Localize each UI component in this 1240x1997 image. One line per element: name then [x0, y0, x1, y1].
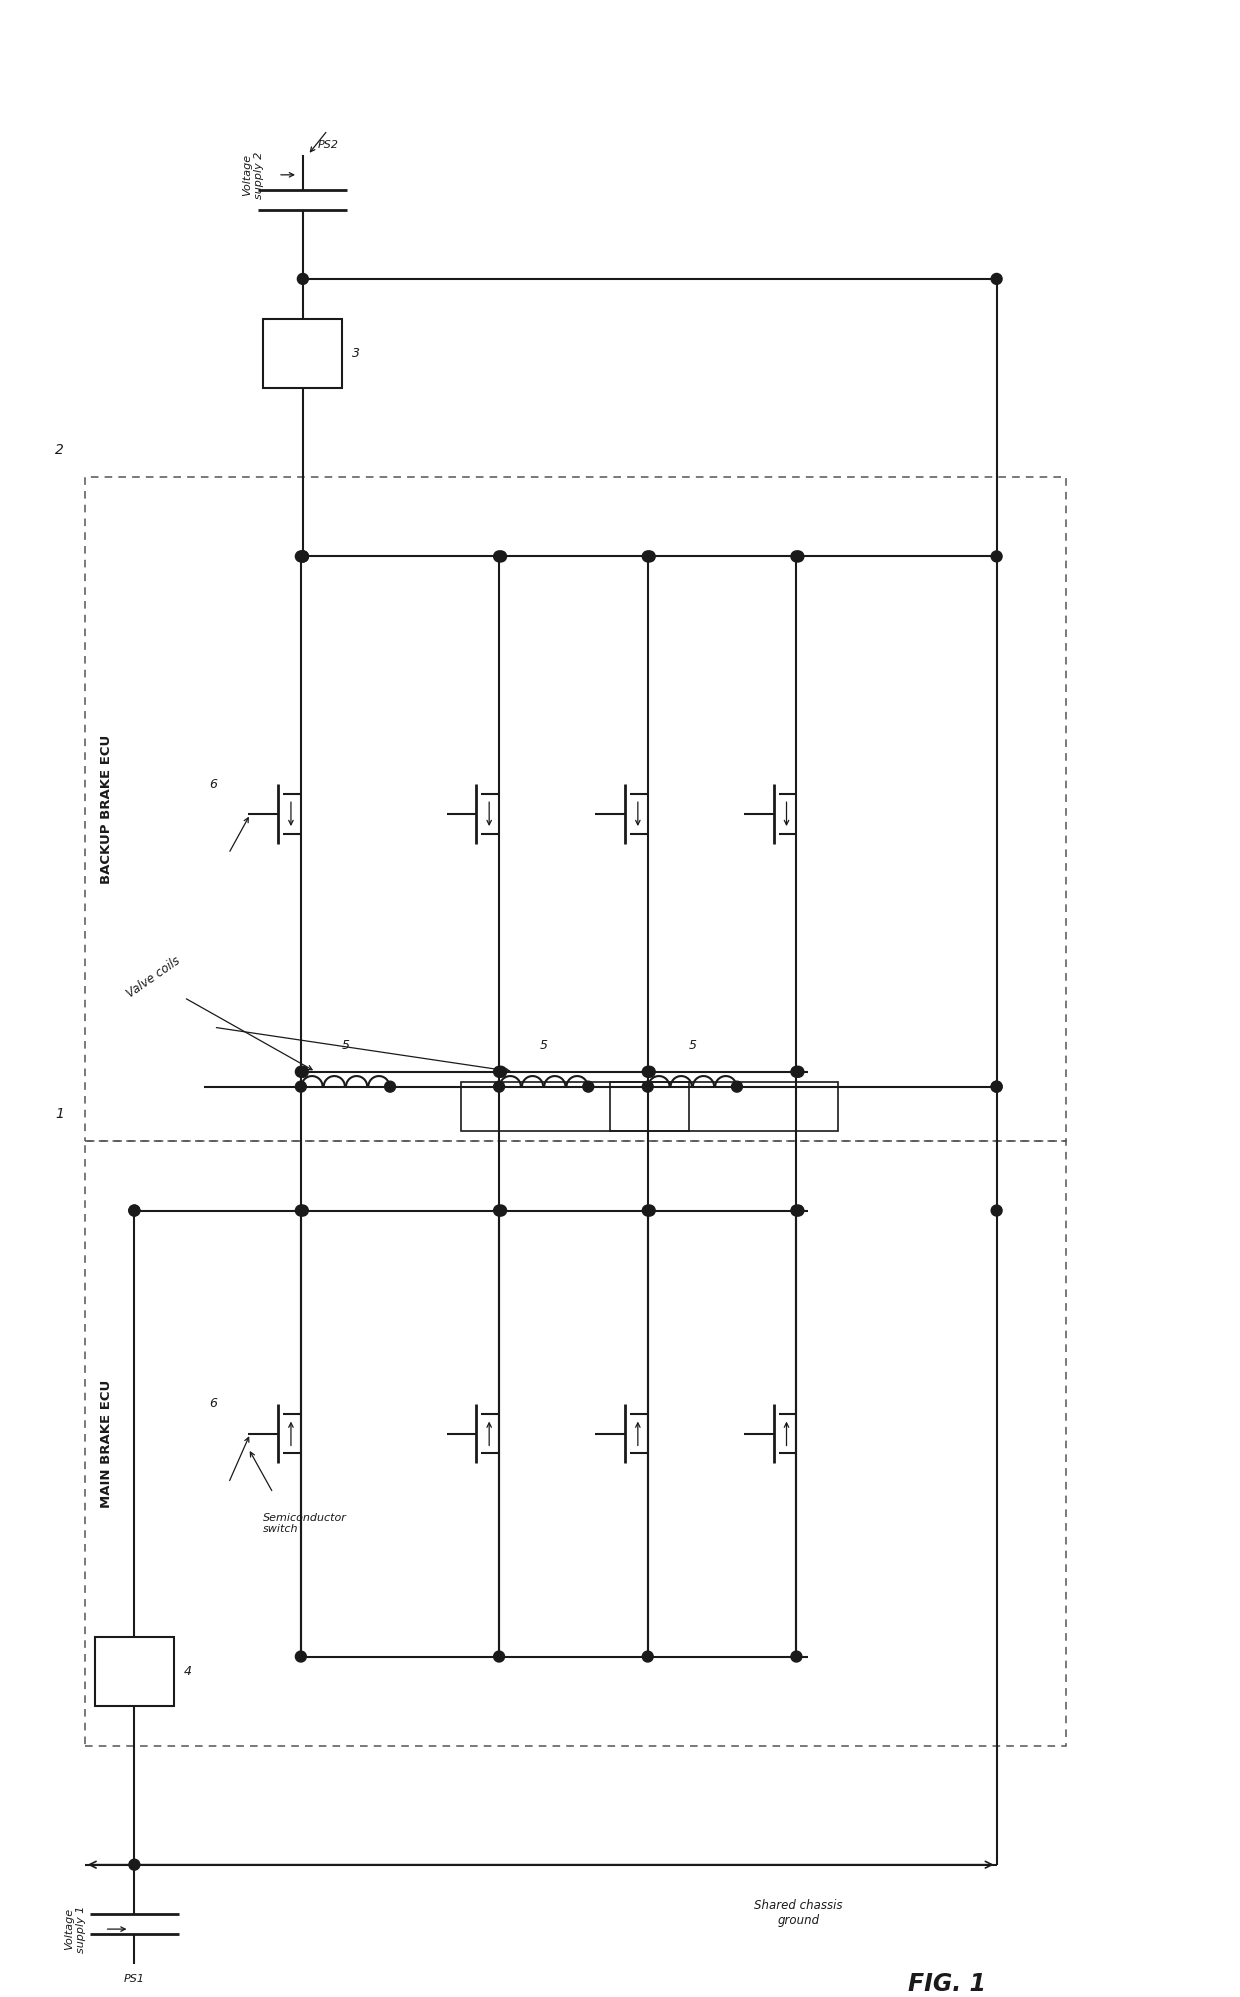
Text: Voltage
supply 1: Voltage supply 1 [64, 1905, 86, 1953]
Text: 5: 5 [539, 1038, 548, 1052]
Circle shape [298, 551, 309, 561]
Text: Voltage
supply 2: Voltage supply 2 [243, 152, 264, 198]
Bar [84, 477, 1066, 1140]
Circle shape [494, 1652, 505, 1662]
Circle shape [991, 1204, 1002, 1216]
Circle shape [791, 1066, 802, 1076]
Circle shape [129, 1859, 140, 1869]
Circle shape [298, 551, 309, 561]
Bar [84, 1140, 1066, 1745]
Circle shape [295, 1066, 306, 1076]
Text: PS2: PS2 [317, 140, 339, 150]
Text: 2: 2 [55, 443, 64, 457]
Circle shape [645, 551, 655, 561]
Circle shape [791, 551, 802, 561]
Circle shape [494, 551, 505, 561]
Text: MAIN BRAKE ECU: MAIN BRAKE ECU [99, 1380, 113, 1508]
Text: 5: 5 [341, 1038, 350, 1052]
Circle shape [991, 1080, 1002, 1092]
Circle shape [494, 1066, 505, 1076]
Text: 6: 6 [210, 779, 218, 791]
Text: Shared chassis
ground: Shared chassis ground [754, 1899, 843, 1927]
Circle shape [645, 1204, 655, 1216]
Bar [610, 1082, 838, 1130]
Text: Valve coils: Valve coils [124, 955, 182, 1000]
Circle shape [295, 1652, 306, 1662]
Text: FIG. 1: FIG. 1 [908, 1971, 986, 1995]
Circle shape [792, 551, 804, 561]
Circle shape [642, 1080, 653, 1092]
Bar [461, 1082, 689, 1130]
Circle shape [496, 1066, 506, 1076]
Text: PS1: PS1 [124, 1973, 145, 1983]
Text: Semiconductor
switch: Semiconductor switch [263, 1514, 347, 1534]
Circle shape [791, 1204, 802, 1216]
Circle shape [496, 551, 506, 561]
Circle shape [298, 274, 309, 284]
Text: 6: 6 [210, 1398, 218, 1410]
Circle shape [295, 1080, 306, 1092]
Circle shape [494, 1204, 505, 1216]
Text: 1: 1 [55, 1108, 64, 1122]
Text: BACKUP BRAKE ECU: BACKUP BRAKE ECU [99, 735, 113, 885]
Circle shape [129, 1204, 140, 1216]
Circle shape [642, 1652, 653, 1662]
Circle shape [792, 1204, 804, 1216]
Circle shape [295, 551, 306, 561]
Circle shape [732, 1080, 743, 1092]
Text: 4: 4 [184, 1665, 192, 1677]
Text: 5: 5 [688, 1038, 697, 1052]
Circle shape [496, 1204, 506, 1216]
Circle shape [384, 1080, 396, 1092]
Circle shape [298, 551, 309, 561]
Circle shape [645, 1066, 655, 1076]
Bar [94, 1638, 174, 1705]
Circle shape [298, 1204, 309, 1216]
Circle shape [494, 1080, 505, 1092]
Circle shape [642, 1204, 653, 1216]
Circle shape [295, 1204, 306, 1216]
Circle shape [991, 274, 1002, 284]
Bar [263, 320, 342, 387]
Circle shape [298, 1066, 309, 1076]
Circle shape [583, 1080, 594, 1092]
Circle shape [991, 1080, 1002, 1092]
Circle shape [991, 551, 1002, 561]
Circle shape [791, 1652, 802, 1662]
Circle shape [642, 551, 653, 561]
Circle shape [642, 1066, 653, 1076]
Circle shape [792, 1066, 804, 1076]
Text: 3: 3 [352, 347, 361, 359]
Circle shape [129, 1204, 140, 1216]
